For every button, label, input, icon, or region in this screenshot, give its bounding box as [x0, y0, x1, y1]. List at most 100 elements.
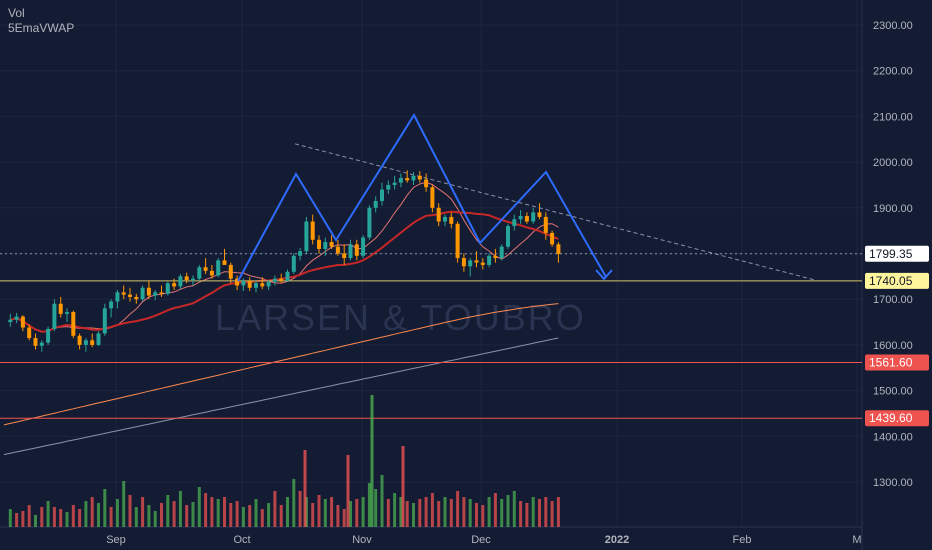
candle-body — [285, 271, 290, 281]
volume-bar — [506, 495, 510, 527]
x-tick-label: Dec — [471, 534, 491, 546]
volume-bar — [330, 497, 334, 527]
price-tag — [865, 272, 929, 289]
volume-bar — [141, 497, 145, 527]
volume-bar — [52, 507, 56, 527]
y-tick-label: 1400.00 — [873, 431, 913, 443]
price-tag-label: 1561.60 — [869, 355, 913, 369]
volume-bar — [34, 515, 37, 527]
descending-trendline[interactable] — [294, 143, 816, 281]
candle-body — [115, 292, 120, 302]
candle-body — [335, 246, 340, 254]
volume-bar — [475, 503, 478, 527]
candle-body — [443, 216, 447, 222]
candle-body — [430, 187, 435, 208]
candle-body — [524, 216, 529, 222]
candle-body — [342, 253, 347, 259]
volume-bar — [279, 505, 283, 527]
candle-body — [20, 316, 25, 328]
candle-body — [14, 316, 19, 320]
candle-body — [266, 281, 271, 287]
candle-body — [329, 242, 334, 247]
y-tick-label: 1500.00 — [873, 386, 913, 398]
legend-ema-vwap[interactable]: 5EmaVWAP — [8, 21, 75, 35]
candle-body — [153, 292, 158, 296]
y-tick-label: 2300.00 — [873, 20, 913, 32]
candle-body — [191, 278, 195, 281]
volume-bar — [235, 501, 239, 527]
volume-bar — [97, 503, 100, 527]
legend-volume[interactable]: Vol — [8, 6, 25, 20]
candle-body — [71, 311, 76, 336]
candle-body — [298, 251, 303, 256]
candle-body — [310, 221, 315, 240]
candle-body — [518, 216, 523, 220]
candle-body — [33, 338, 38, 346]
candle-body — [380, 189, 384, 201]
candle-body — [65, 311, 69, 314]
candle-body — [411, 175, 416, 181]
volume-bar — [405, 501, 409, 527]
candle-body — [361, 237, 366, 256]
volume-bar — [311, 503, 315, 527]
candle-body — [348, 244, 353, 259]
candle-body — [405, 178, 410, 181]
candle-body — [512, 219, 517, 227]
candle-body — [96, 333, 101, 345]
volume-bar — [241, 507, 245, 527]
volume-bar — [59, 509, 63, 527]
volume-bar — [462, 497, 466, 527]
volume-bar — [267, 503, 271, 527]
volume-bar — [103, 489, 107, 527]
volume-bar — [386, 499, 390, 527]
candle-body — [184, 276, 189, 281]
volume-bar — [437, 501, 441, 527]
price-tag-label: 1799.35 — [869, 247, 913, 261]
candle-body — [241, 280, 246, 286]
candle-body — [537, 212, 542, 217]
volume-bar — [8, 509, 12, 527]
candle-body — [235, 278, 240, 286]
candle-body — [109, 301, 114, 309]
candle-body — [291, 255, 296, 272]
candle-body — [392, 182, 397, 185]
price-tag — [865, 245, 929, 262]
candle-body — [146, 287, 151, 296]
volume-bar — [298, 491, 302, 527]
volume-bar — [449, 499, 453, 527]
candle-body — [140, 287, 145, 300]
candle-body — [493, 255, 498, 259]
x-tick-label: Feb — [733, 534, 752, 546]
head-and-shoulders-pattern[interactable] — [237, 112, 607, 282]
candle-body — [367, 207, 372, 238]
volume-bar — [254, 499, 258, 527]
volume-bar — [71, 505, 75, 527]
volume-bar — [525, 503, 529, 527]
y-tick-label: 2200.00 — [873, 66, 913, 78]
volume-bar — [90, 497, 94, 527]
candle-body — [461, 258, 466, 267]
volume-bar — [481, 505, 485, 527]
price-tag — [865, 354, 929, 371]
volume-bar — [399, 497, 403, 527]
volume-bar — [166, 495, 170, 527]
candle-body — [474, 260, 479, 263]
candle-body — [77, 335, 82, 345]
volume-bar — [210, 497, 214, 527]
volume-bar — [380, 475, 384, 527]
volume-bar — [204, 493, 208, 527]
x-tick-label: Nov — [352, 534, 372, 546]
candle-body — [480, 262, 485, 265]
ema-mid-line — [10, 210, 559, 333]
volume-bar — [122, 481, 126, 527]
candle-body — [172, 283, 177, 287]
volume-bar — [430, 493, 434, 527]
candle-body — [165, 283, 170, 294]
candle-body — [468, 260, 473, 267]
y-tick-label: 1700.00 — [873, 294, 913, 306]
volume-bar — [286, 497, 289, 527]
symbol-watermark: LARSEN & TOUBRO — [215, 297, 586, 338]
down-arrow-icon[interactable] — [595, 269, 613, 281]
volume-bar — [40, 507, 44, 527]
